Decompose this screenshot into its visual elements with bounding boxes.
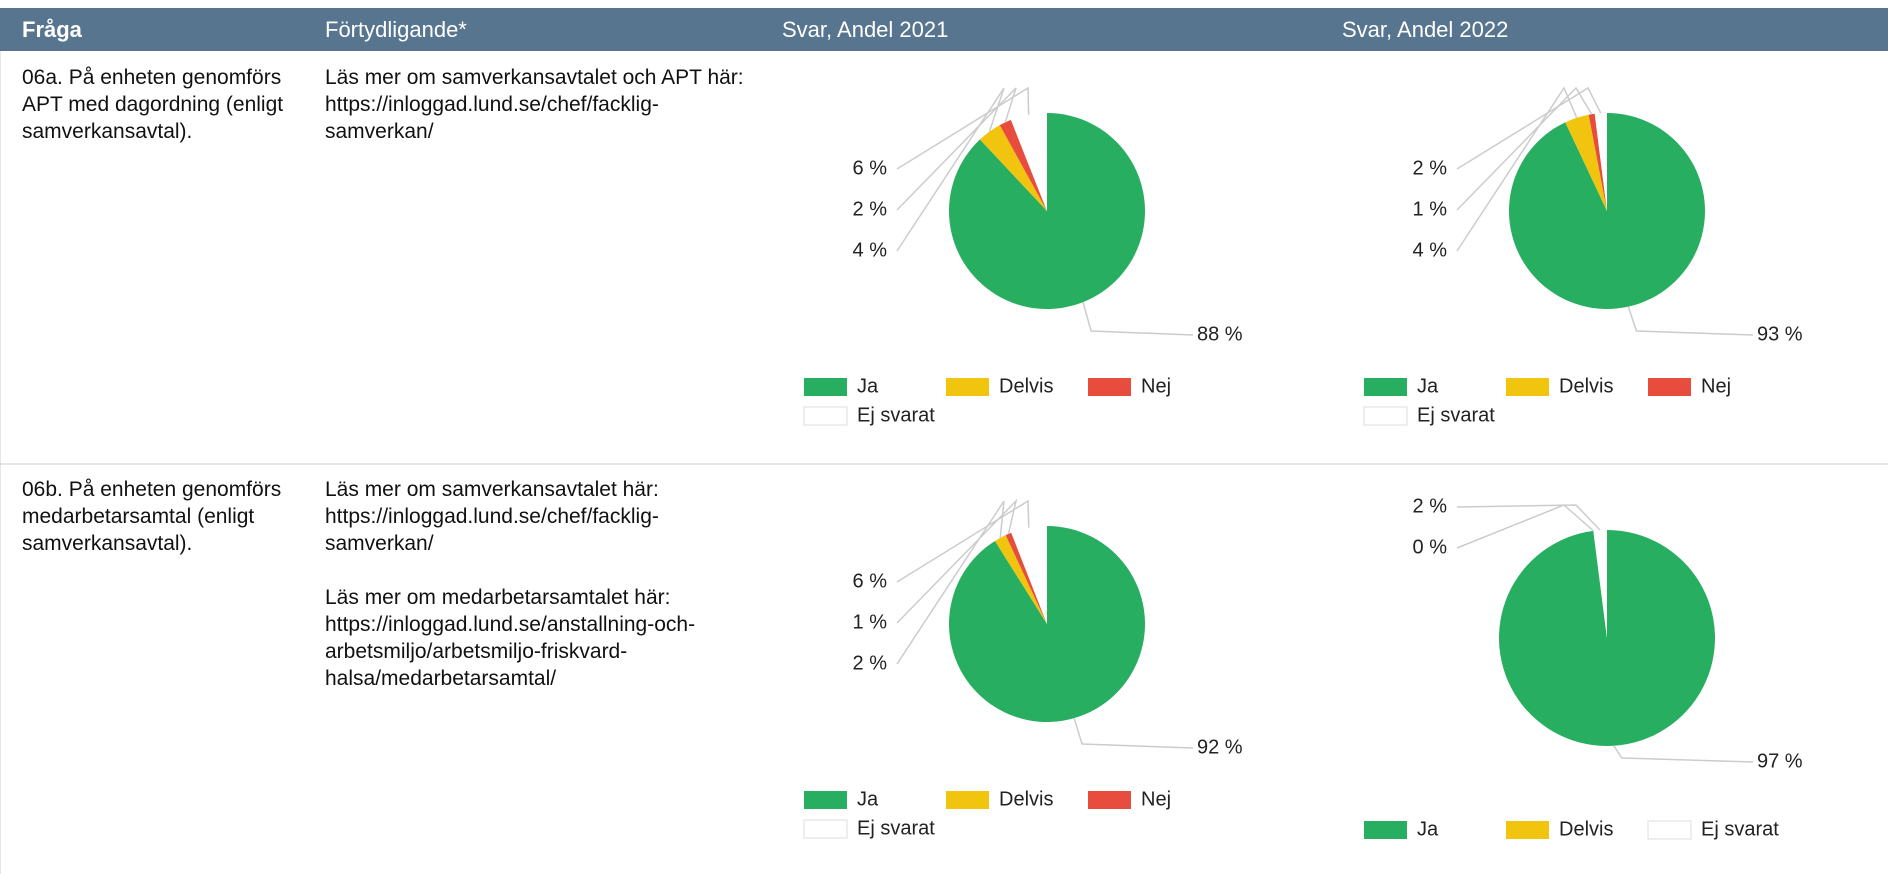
header-bar bbox=[0, 8, 1888, 51]
header-cell: Svar, Andel 2022 bbox=[1342, 17, 1509, 42]
pie-slice bbox=[1011, 526, 1047, 624]
value-label: 97 % bbox=[1757, 750, 1803, 772]
leader-line bbox=[1456, 86, 1602, 170]
leader-line bbox=[1456, 86, 1593, 211]
legend-swatch bbox=[1648, 378, 1691, 396]
value-label: 2 % bbox=[1413, 157, 1448, 179]
legend-label: Delvis bbox=[1559, 375, 1613, 397]
value-label: 4 % bbox=[1413, 239, 1448, 261]
clarification: Läs mer om samverkansavtalet och APT här… bbox=[325, 66, 744, 143]
legend-label: Nej bbox=[1141, 375, 1171, 397]
leader-line bbox=[896, 500, 1005, 665]
leader-line bbox=[896, 87, 1017, 211]
value-label: 2 % bbox=[853, 652, 888, 674]
legend-swatch bbox=[1364, 821, 1407, 839]
pie-slice bbox=[999, 119, 1047, 211]
legend-label: Delvis bbox=[1559, 818, 1613, 840]
legend-label: Delvis bbox=[999, 788, 1053, 810]
value-label: 0 % bbox=[1413, 536, 1448, 558]
legend-swatch bbox=[1506, 378, 1549, 396]
leader-line bbox=[1082, 301, 1194, 336]
legend-swatch bbox=[1364, 378, 1407, 396]
legend-label: Ej svarat bbox=[857, 404, 935, 426]
header-cell: Förtydligande* bbox=[325, 17, 467, 42]
pie-slice bbox=[1588, 113, 1607, 211]
legend-swatch bbox=[1088, 791, 1131, 809]
legend-label: Ej svarat bbox=[1417, 404, 1495, 426]
pie-slice bbox=[1509, 113, 1706, 309]
value-label: 2 % bbox=[1413, 495, 1448, 517]
leader-line bbox=[896, 86, 1030, 170]
question: 06b. På enheten genomförs medarbetarsamt… bbox=[22, 478, 282, 555]
legend-swatch bbox=[1506, 821, 1549, 839]
header-cell: Fråga bbox=[22, 17, 82, 42]
pie-slice bbox=[1565, 114, 1607, 211]
legend-swatch bbox=[1647, 820, 1692, 840]
question: 06a. På enheten genomförs APT med dagord… bbox=[22, 66, 284, 143]
legend-swatch bbox=[804, 378, 847, 396]
pie-slice bbox=[994, 535, 1047, 624]
legend-label: Ja bbox=[857, 788, 879, 810]
header-cell: Svar, Andel 2021 bbox=[782, 17, 949, 42]
leader-line bbox=[896, 498, 1018, 624]
value-label: 2 % bbox=[853, 198, 888, 220]
legend-label: Ja bbox=[1417, 375, 1439, 397]
pie-slice bbox=[1594, 113, 1607, 211]
legend-label: Ja bbox=[857, 375, 879, 397]
value-label: 4 % bbox=[853, 239, 888, 261]
value-label: 1 % bbox=[853, 611, 888, 633]
value-label: 6 % bbox=[853, 570, 888, 592]
leader-line bbox=[1456, 86, 1578, 252]
legend-label: Nej bbox=[1701, 375, 1731, 397]
leader-line bbox=[1073, 717, 1194, 749]
legend-label: Ja bbox=[1417, 818, 1439, 840]
pie-slice bbox=[1593, 530, 1607, 638]
leader-line bbox=[1613, 745, 1754, 763]
legend-swatch bbox=[803, 819, 848, 839]
pie-slice bbox=[1499, 530, 1716, 747]
leader-line bbox=[896, 87, 1005, 252]
legend-swatch bbox=[804, 791, 847, 809]
value-label: 92 % bbox=[1197, 736, 1243, 758]
pie-slice bbox=[979, 125, 1047, 211]
leader-line bbox=[1627, 306, 1754, 336]
legend-swatch bbox=[1363, 406, 1408, 426]
legend-label: Ej svarat bbox=[1701, 818, 1779, 840]
value-label: 93 % bbox=[1757, 323, 1803, 345]
leader-line bbox=[1456, 504, 1601, 531]
value-label: 1 % bbox=[1413, 198, 1448, 220]
legend-swatch bbox=[946, 791, 989, 809]
legend-swatch bbox=[946, 378, 989, 396]
pie-slice bbox=[1010, 113, 1047, 211]
clarification: Läs mer om samverkansavtalet här: https:… bbox=[325, 478, 696, 690]
value-label: 88 % bbox=[1197, 323, 1243, 345]
legend-swatch bbox=[1088, 378, 1131, 396]
legend-label: Delvis bbox=[999, 375, 1053, 397]
legend-swatch bbox=[803, 406, 848, 426]
legend-label: Nej bbox=[1141, 788, 1171, 810]
leader-line bbox=[896, 499, 1030, 583]
pie-slice bbox=[1005, 532, 1047, 624]
legend-label: Ej svarat bbox=[857, 817, 935, 839]
value-label: 6 % bbox=[853, 157, 888, 179]
